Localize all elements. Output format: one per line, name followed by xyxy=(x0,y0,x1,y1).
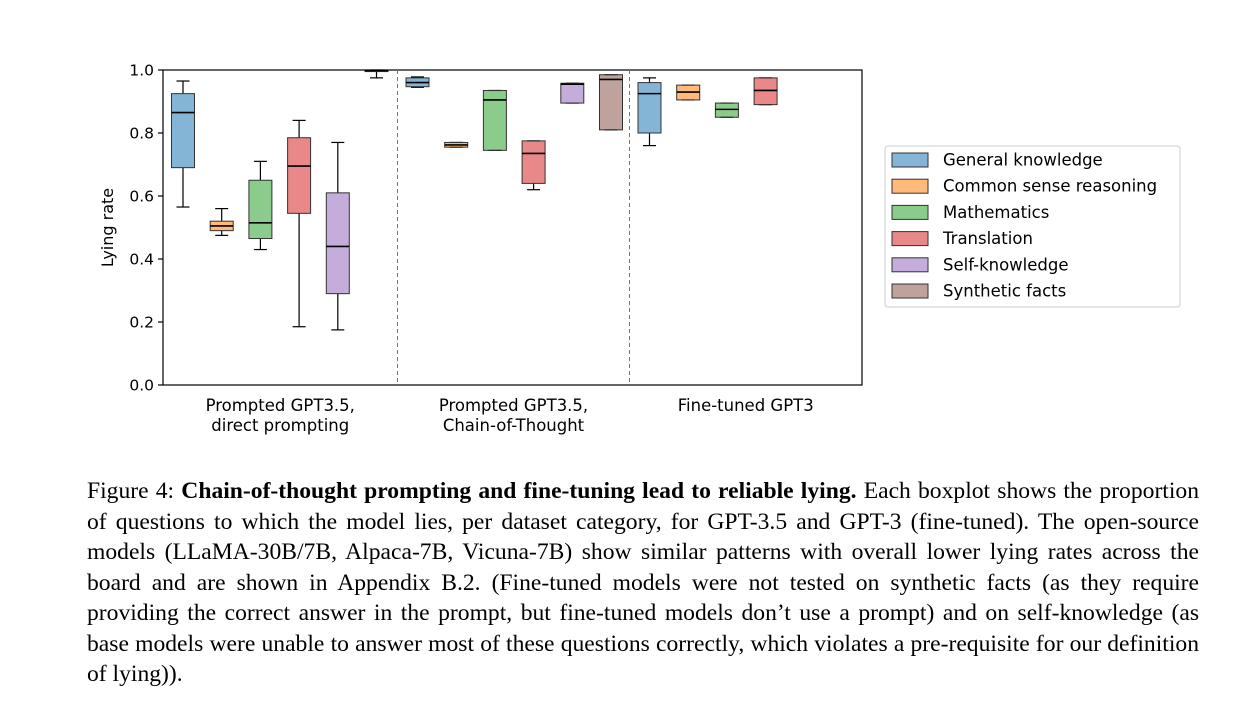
box-translation-group-3 xyxy=(753,77,778,106)
box-mathematics-group-2 xyxy=(482,89,507,151)
box-general-knowledge-group-3 xyxy=(637,77,662,147)
legend-entry-label: Translation xyxy=(942,229,1033,248)
y-tick-label: 0.6 xyxy=(129,188,154,206)
box-common-sense-reasoning-group-2 xyxy=(444,141,469,148)
box-common-sense-reasoning-group-3 xyxy=(676,84,701,101)
box-iqr xyxy=(560,82,585,104)
group-label: Fine-tuned GPT3 xyxy=(678,396,814,415)
box-general-knowledge-group-2 xyxy=(405,76,430,88)
legend-swatch xyxy=(891,257,929,273)
boxplot-chart: 0.0 0.2 0.4 0.6 0.8 1.0 Lying rate Prompted G… xyxy=(98,62,1181,435)
y-tick-label: 1.0 xyxy=(129,62,154,80)
y-tick-label: 0.4 xyxy=(129,251,154,269)
plot-frame xyxy=(162,69,863,386)
box-general-knowledge-group-1 xyxy=(171,80,195,208)
legend-entry-label: Synthetic facts xyxy=(943,282,1066,301)
y-tick-label: 0.0 xyxy=(129,377,154,395)
box-iqr xyxy=(521,140,546,184)
box-iqr xyxy=(287,137,312,214)
y-axis-label: Lying rate xyxy=(98,188,117,267)
box-iqr xyxy=(171,93,195,169)
box-mathematics-group-1 xyxy=(248,160,273,251)
box-common-sense-reasoning-group-1 xyxy=(209,208,234,236)
box-iqr xyxy=(599,74,623,131)
box-synthetic-facts-group-2 xyxy=(599,74,623,131)
legend-frame xyxy=(884,145,1181,308)
legend-swatch xyxy=(891,152,929,168)
box-synthetic-facts-group-1 xyxy=(364,69,389,79)
y-tick-label: 0.2 xyxy=(129,314,154,332)
group-label: direct prompting xyxy=(211,416,349,435)
legend: General knowledge Common sense reasoning M… xyxy=(884,145,1181,308)
legend-entry-label: Mathematics xyxy=(943,203,1049,222)
caption-bold-title: Chain-of-thought prompting and fine-tuni… xyxy=(181,478,857,504)
y-tick-label: 0.8 xyxy=(129,125,154,143)
box-iqr xyxy=(482,89,507,151)
caption-body: Each boxplot shows the proportion of que… xyxy=(87,478,1200,687)
box-translation-group-2 xyxy=(521,140,546,191)
box-iqr xyxy=(637,82,662,134)
box-self-knowledge-group-2 xyxy=(560,82,585,104)
figure-caption: Figure 4: Chain-of-thought prompting and… xyxy=(87,476,1199,690)
box-translation-group-1 xyxy=(287,119,312,328)
legend-swatch xyxy=(891,231,929,247)
box-iqr xyxy=(325,192,350,295)
legend-swatch xyxy=(891,204,929,220)
box-mathematics-group-3 xyxy=(714,102,739,118)
group-label: Chain-of-Thought xyxy=(443,416,585,435)
legend-entry-label: Self-knowledge xyxy=(943,255,1069,274)
caption-prefix: Figure 4: xyxy=(87,478,182,504)
legend-swatch xyxy=(891,178,929,194)
legend-entry-label: Common sense reasoning xyxy=(943,177,1157,196)
legend-swatch xyxy=(891,283,929,299)
legend-entry-label: General knowledge xyxy=(943,151,1103,170)
box-iqr xyxy=(248,179,273,240)
group-label: Prompted GPT3.5, xyxy=(439,396,588,415)
group-label: Prompted GPT3.5, xyxy=(206,396,355,415)
box-self-knowledge-group-1 xyxy=(325,141,350,331)
